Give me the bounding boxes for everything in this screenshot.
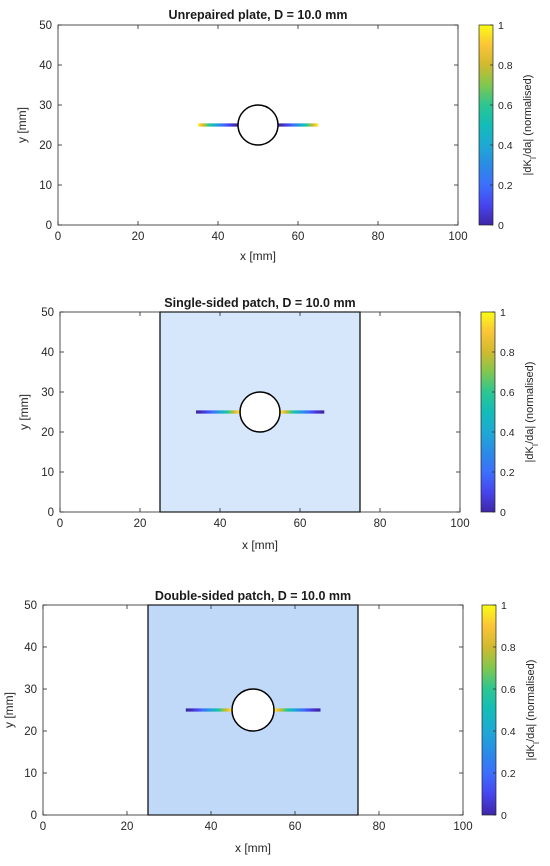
colorbar-label: |dKI/da| (normalised): [525, 660, 541, 761]
chart-title: Single-sided patch, D = 10.0 mm: [164, 296, 355, 310]
colorbar-tick-label: 0.2: [500, 467, 515, 479]
y-axis-label: y [mm]: [2, 692, 16, 728]
hole-circle: [237, 104, 279, 146]
chart-title: Unrepaired plate, D = 10.0 mm: [169, 8, 348, 22]
x-tick-label: 0: [40, 821, 46, 833]
x-tick-label: 100: [453, 821, 472, 833]
x-tick-label: 100: [448, 231, 467, 243]
colorbar-tick-label: 0: [500, 507, 506, 519]
y-axis-label: y [mm]: [15, 107, 29, 143]
colorbar-tick-label: 0: [501, 810, 507, 822]
colorbar: 0 0.2 0.4 0.6 0.8 1 |dKI/da| (normalised): [480, 307, 540, 519]
colorbar-gradient: [478, 24, 494, 226]
y-tick-label: 30: [39, 100, 52, 112]
x-axis-label: x [mm]: [235, 841, 271, 855]
y-tick-label: 20: [41, 427, 54, 439]
colorbar-tick-label: 0.8: [500, 347, 515, 359]
y-tick-label: 30: [41, 387, 54, 399]
y-tick-label: 30: [24, 684, 37, 696]
y-tick-label: 50: [41, 307, 54, 319]
x-tick-label: 20: [121, 821, 134, 833]
colorbar-gradient: [480, 311, 496, 513]
y-tick-label: 0: [31, 810, 37, 822]
y-tick-label: 40: [39, 60, 52, 72]
x-tick-label: 60: [292, 231, 305, 243]
x-tick-label: 0: [57, 518, 63, 530]
axes-frame: [59, 311, 461, 513]
axes-frame: [57, 24, 459, 226]
y-tick-label: 10: [41, 467, 54, 479]
y-tick-label: 40: [41, 347, 54, 359]
x-axis-label: x [mm]: [242, 538, 278, 552]
x-tick-label: 60: [289, 821, 302, 833]
y-tick-label: 50: [39, 20, 52, 32]
y-tick-label: 40: [24, 642, 37, 654]
colorbar-tick-label: 0: [498, 220, 504, 232]
x-tick-label: 40: [214, 518, 227, 530]
hole-circle: [231, 688, 275, 732]
colorbar: 0 0.2 0.4 0.6 0.8 1 |dKI/da| (normalised): [478, 20, 538, 232]
x-tick-label: 20: [134, 518, 147, 530]
colorbar-tick-label: 0.6: [498, 100, 513, 112]
colorbar-gradient: [481, 604, 497, 816]
colorbar-label: |dKI/da| (normalised): [522, 75, 538, 176]
colorbar-tick-label: 0.4: [500, 427, 515, 439]
colorbar-tick-label: 0.2: [501, 768, 516, 780]
y-tick-label: 10: [39, 180, 52, 192]
y-tick-label: 0: [46, 220, 52, 232]
chart-title: Double-sided patch, D = 10.0 mm: [155, 589, 351, 603]
x-tick-label: 0: [55, 231, 61, 243]
colorbar-tick-label: 0.4: [501, 726, 516, 738]
x-tick-label: 40: [205, 821, 218, 833]
x-tick-label: 60: [294, 518, 307, 530]
colorbar-tick-label: 0.6: [500, 387, 515, 399]
colorbar-tick-label: 1: [501, 600, 507, 612]
colorbar-tick-label: 1: [500, 307, 506, 319]
y-tick-label: 50: [24, 600, 37, 612]
x-tick-label: 80: [373, 821, 386, 833]
colorbar-tick-label: 1: [498, 20, 504, 32]
y-tick-label: 0: [48, 507, 54, 519]
hole-circle: [239, 391, 281, 433]
colorbar: 0 0.2 0.4 0.6 0.8 1 |dKI/da| (normalised): [481, 600, 541, 822]
colorbar-tick-label: 0.8: [498, 60, 513, 72]
colorbar-tick-label: 0.8: [501, 642, 516, 654]
colorbar-tick-label: 0.4: [498, 140, 513, 152]
x-tick-label: 80: [374, 518, 387, 530]
y-tick-label: 20: [24, 726, 37, 738]
axes-frame: [42, 604, 464, 816]
x-tick-label: 40: [212, 231, 225, 243]
y-tick-label: 20: [39, 140, 52, 152]
x-tick-label: 20: [132, 231, 145, 243]
y-tick-label: 10: [24, 768, 37, 780]
x-tick-label: 100: [450, 518, 469, 530]
colorbar-tick-label: 0.2: [498, 180, 513, 192]
colorbar-label: |dKI/da| (normalised): [524, 362, 540, 463]
x-axis-label: x [mm]: [240, 249, 276, 263]
y-axis-label: y [mm]: [17, 394, 31, 430]
x-tick-label: 80: [372, 231, 385, 243]
colorbar-tick-label: 0.6: [501, 684, 516, 696]
